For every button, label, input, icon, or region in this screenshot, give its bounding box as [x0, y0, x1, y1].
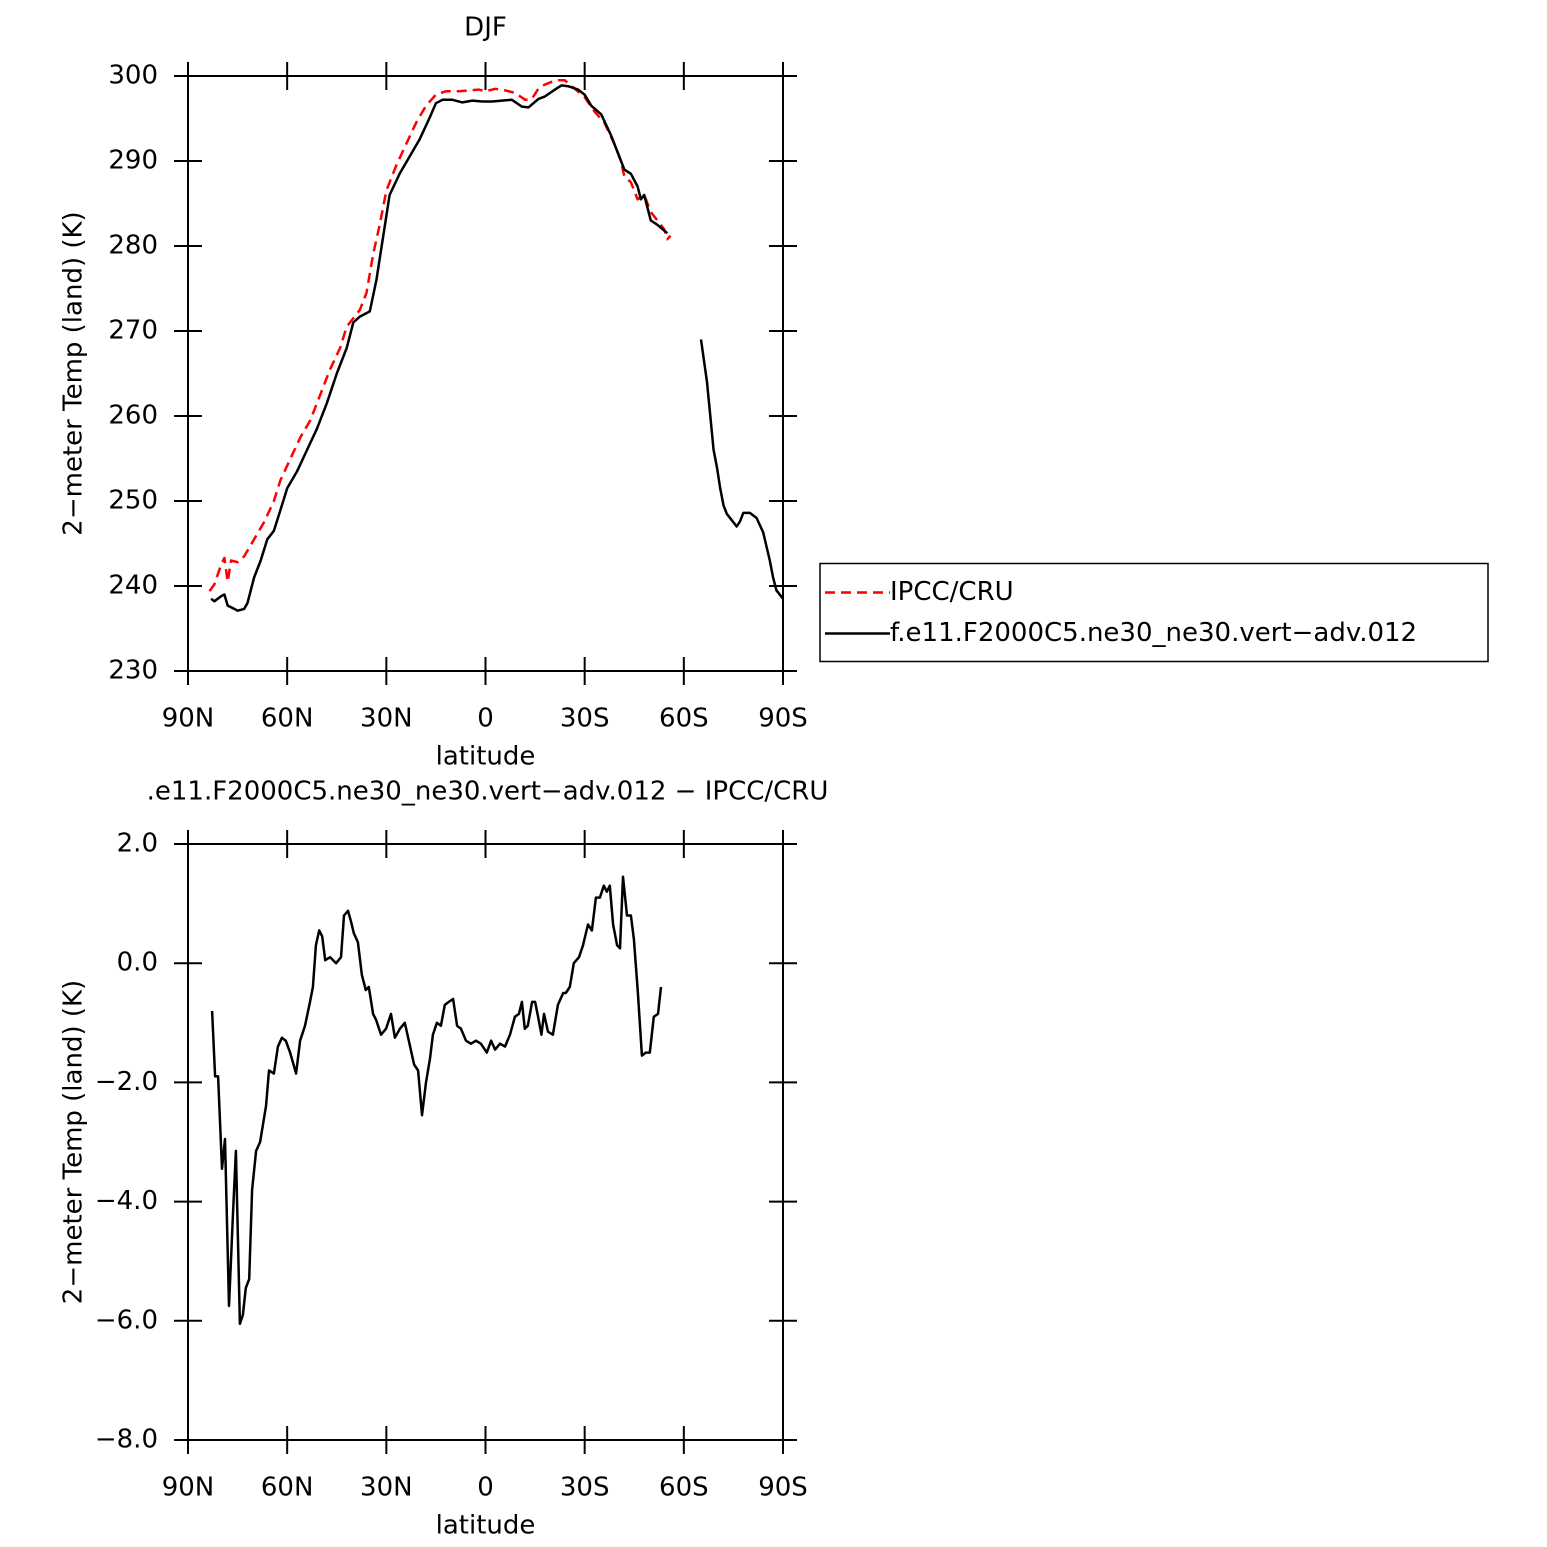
y-tick-label: 260 — [108, 401, 158, 431]
y-tick-label: 0.0 — [117, 948, 158, 978]
x-tick-label: 60S — [659, 704, 709, 734]
chart-title: .e11.F2000C5.ne30_ne30.vert−adv.012 − IP… — [147, 777, 829, 807]
y-tick-label: 290 — [108, 146, 158, 176]
y-tick-label: 240 — [108, 571, 158, 601]
legend-box — [819, 562, 1489, 663]
y-tick-label: −8.0 — [95, 1425, 158, 1455]
y-tick-label: 280 — [108, 231, 158, 261]
x-tick-label: 0 — [477, 704, 494, 734]
y-tick-label: −6.0 — [95, 1305, 158, 1335]
y-axis-label: 2−meter Temp (land) (K) — [59, 211, 89, 535]
data-line — [210, 875, 663, 1326]
x-axis-label: latitude — [436, 742, 536, 772]
x-tick-label: 90N — [162, 1473, 215, 1503]
x-tick-label: 60N — [261, 704, 314, 734]
y-tick-label: 250 — [108, 486, 158, 516]
x-tick-label: 30S — [560, 704, 610, 734]
chart-title: DJF — [464, 13, 507, 43]
y-tick-label: 270 — [108, 316, 158, 346]
legend-label: IPCC/CRU — [890, 577, 1014, 607]
plot-frame — [187, 75, 784, 672]
data-line — [210, 84, 784, 612]
legend-label: f.e11.F2000C5.ne30_ne30.vert−adv.012 — [890, 618, 1417, 648]
x-tick-label: 60S — [659, 1473, 709, 1503]
x-tick-label: 30N — [360, 704, 413, 734]
x-tick-label: 90N — [162, 704, 215, 734]
x-tick-label: 60N — [261, 1473, 314, 1503]
y-axis-label: 2−meter Temp (land) (K) — [59, 980, 89, 1304]
x-tick-label: 0 — [477, 1473, 494, 1503]
x-tick-label: 30N — [360, 1473, 413, 1503]
y-tick-label: −2.0 — [95, 1067, 158, 1097]
y-tick-label: 300 — [108, 61, 158, 91]
x-tick-label: 30S — [560, 1473, 610, 1503]
x-tick-label: 90S — [758, 704, 808, 734]
y-tick-label: 230 — [108, 656, 158, 686]
y-tick-label: −4.0 — [95, 1186, 158, 1216]
x-tick-label: 90S — [758, 1473, 808, 1503]
y-tick-label: 2.0 — [117, 829, 158, 859]
data-line — [208, 79, 672, 592]
plot-frame — [187, 843, 784, 1441]
x-axis-label: latitude — [436, 1511, 536, 1541]
